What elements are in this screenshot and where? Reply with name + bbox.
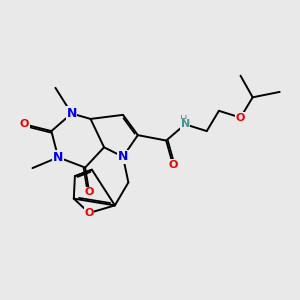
Text: O: O — [236, 112, 245, 123]
Text: N: N — [181, 119, 190, 129]
Text: H: H — [180, 115, 188, 125]
Text: N: N — [53, 151, 63, 164]
Text: O: O — [85, 208, 94, 218]
Text: N: N — [118, 150, 128, 163]
Text: N: N — [67, 107, 77, 120]
Text: O: O — [168, 160, 178, 170]
Text: O: O — [85, 188, 94, 197]
Text: O: O — [20, 119, 29, 129]
